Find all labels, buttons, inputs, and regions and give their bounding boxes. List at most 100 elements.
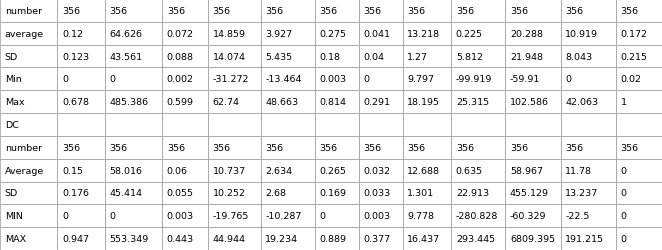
Bar: [402, 46, 451, 68]
Text: 356: 356: [363, 143, 381, 152]
Bar: [208, 227, 261, 250]
Text: 0.169: 0.169: [320, 189, 346, 198]
Text: 5.435: 5.435: [265, 52, 293, 61]
Bar: [162, 23, 208, 46]
Bar: [359, 91, 402, 114]
Text: 0.088: 0.088: [167, 52, 194, 61]
Text: 6809.395: 6809.395: [510, 234, 555, 243]
Bar: [315, 136, 359, 159]
Bar: [0, 91, 58, 114]
Text: 102.586: 102.586: [510, 98, 549, 107]
Bar: [616, 114, 662, 136]
Text: 1.27: 1.27: [407, 52, 428, 61]
Text: 58.016: 58.016: [109, 166, 142, 175]
Bar: [208, 91, 261, 114]
Text: 0: 0: [109, 75, 115, 84]
Text: 0: 0: [621, 212, 627, 220]
Bar: [315, 68, 359, 91]
Bar: [616, 23, 662, 46]
Text: 356: 356: [167, 143, 185, 152]
Text: 356: 356: [213, 7, 231, 16]
Text: 0.291: 0.291: [363, 98, 391, 107]
Bar: [105, 136, 162, 159]
Text: 356: 356: [565, 7, 583, 16]
Bar: [105, 182, 162, 204]
Text: 0.176: 0.176: [62, 189, 89, 198]
Bar: [616, 0, 662, 23]
Text: 356: 356: [363, 7, 381, 16]
Text: 356: 356: [456, 7, 474, 16]
Text: 12.688: 12.688: [407, 166, 440, 175]
Bar: [451, 114, 505, 136]
Bar: [561, 204, 616, 227]
Text: 0.041: 0.041: [363, 30, 391, 38]
Bar: [261, 114, 315, 136]
Bar: [208, 182, 261, 204]
Bar: [402, 114, 451, 136]
Bar: [451, 91, 505, 114]
Text: 356: 356: [621, 143, 639, 152]
Bar: [451, 227, 505, 250]
Text: 16.437: 16.437: [407, 234, 440, 243]
Bar: [359, 46, 402, 68]
Bar: [315, 46, 359, 68]
Text: 356: 356: [320, 143, 338, 152]
Bar: [162, 0, 208, 23]
Bar: [315, 0, 359, 23]
Bar: [359, 0, 402, 23]
Bar: [261, 159, 315, 182]
Bar: [402, 68, 451, 91]
Text: 9.797: 9.797: [407, 75, 434, 84]
Bar: [505, 46, 561, 68]
Bar: [402, 182, 451, 204]
Text: 0: 0: [62, 75, 68, 84]
Text: 0.15: 0.15: [62, 166, 83, 175]
Bar: [451, 23, 505, 46]
Bar: [261, 46, 315, 68]
Text: 10.737: 10.737: [213, 166, 246, 175]
Bar: [505, 136, 561, 159]
Text: 44.944: 44.944: [213, 234, 246, 243]
Bar: [451, 0, 505, 23]
Bar: [402, 136, 451, 159]
Text: 356: 356: [265, 143, 283, 152]
Text: 356: 356: [456, 143, 474, 152]
Bar: [616, 68, 662, 91]
Text: 62.74: 62.74: [213, 98, 240, 107]
Text: 10.252: 10.252: [213, 189, 246, 198]
Text: 1.301: 1.301: [407, 189, 434, 198]
Text: 0.265: 0.265: [320, 166, 346, 175]
Text: 0.947: 0.947: [62, 234, 89, 243]
Text: 0: 0: [565, 75, 571, 84]
Text: 0.215: 0.215: [621, 52, 647, 61]
Text: -19.765: -19.765: [213, 212, 249, 220]
Bar: [561, 227, 616, 250]
Text: 356: 356: [621, 7, 639, 16]
Bar: [402, 204, 451, 227]
Bar: [0, 204, 58, 227]
Bar: [0, 23, 58, 46]
Bar: [505, 159, 561, 182]
Bar: [402, 159, 451, 182]
Bar: [616, 159, 662, 182]
Bar: [162, 46, 208, 68]
Text: 42.063: 42.063: [565, 98, 598, 107]
Bar: [58, 68, 105, 91]
Bar: [105, 227, 162, 250]
Text: 14.074: 14.074: [213, 52, 246, 61]
Bar: [505, 114, 561, 136]
Text: 2.634: 2.634: [265, 166, 293, 175]
Text: 0.072: 0.072: [167, 30, 194, 38]
Text: 485.386: 485.386: [109, 98, 148, 107]
Bar: [505, 0, 561, 23]
Text: -59.91: -59.91: [510, 75, 540, 84]
Text: -280.828: -280.828: [456, 212, 498, 220]
Text: Min: Min: [5, 75, 21, 84]
Bar: [105, 23, 162, 46]
Bar: [561, 0, 616, 23]
Bar: [162, 136, 208, 159]
Text: -22.5: -22.5: [565, 212, 590, 220]
Text: 356: 356: [320, 7, 338, 16]
Text: 0.04: 0.04: [363, 52, 385, 61]
Bar: [162, 91, 208, 114]
